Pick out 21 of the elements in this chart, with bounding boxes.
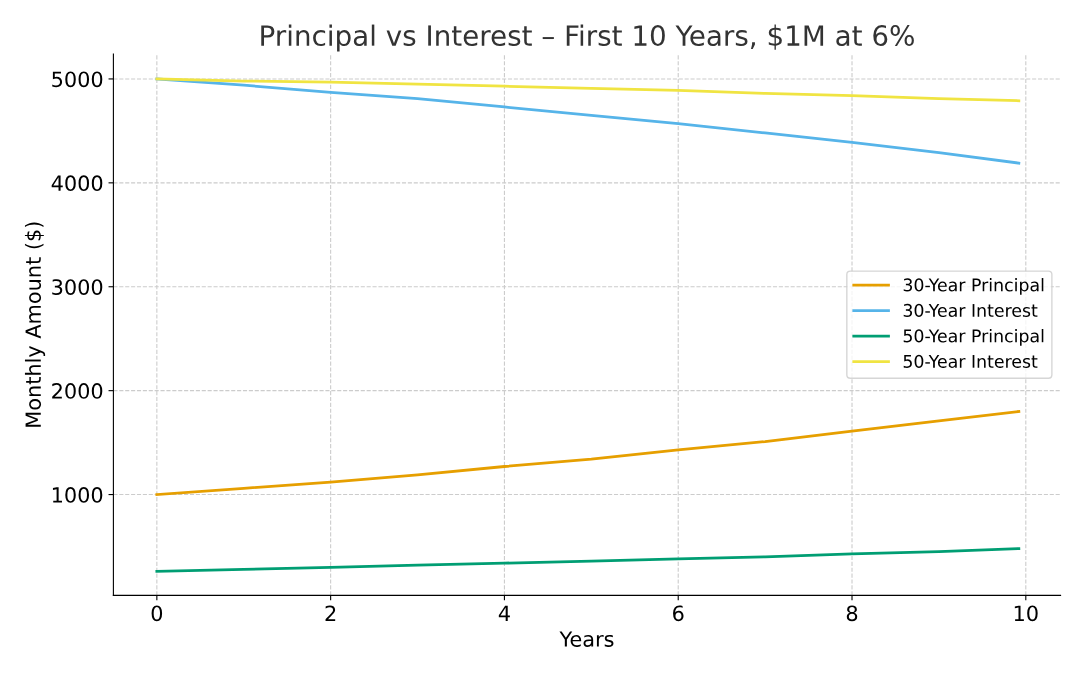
y-tick-label: 1000 <box>52 487 103 503</box>
x-tick-label: 10 <box>1014 605 1038 622</box>
legend-label: 30-Year Interest <box>903 303 1038 317</box>
x-tick-label: 4 <box>498 605 510 621</box>
legend-label: 50-Year Principal <box>903 329 1044 346</box>
y-tick-label: 4000 <box>51 175 103 192</box>
y-axis-title: Monthly Amount ($) <box>24 222 46 427</box>
x-tick-label: 6 <box>673 605 684 622</box>
y-tick-label: 2000 <box>52 383 103 399</box>
x-tick-label: 2 <box>325 605 336 621</box>
x-tick-label: 0 <box>151 605 163 622</box>
line-series <box>155 547 1021 573</box>
line-series <box>155 77 1021 103</box>
chart-title: Principal vs Interest – First 10 Years, $1M at 6% <box>261 24 914 52</box>
y-tick-label: 5000 <box>52 71 103 88</box>
legend-label: 30-Year Principal <box>903 278 1044 295</box>
x-axis-title: Years <box>559 631 614 647</box>
line-series <box>155 410 1021 496</box>
y-tick-label: 3000 <box>52 279 103 295</box>
legend-label: 50-Year Interest <box>903 354 1038 368</box>
x-tick-label: 8 <box>846 605 858 622</box>
